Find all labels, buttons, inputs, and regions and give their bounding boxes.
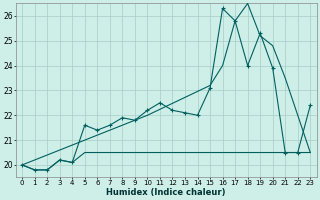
- X-axis label: Humidex (Indice chaleur): Humidex (Indice chaleur): [107, 188, 226, 197]
